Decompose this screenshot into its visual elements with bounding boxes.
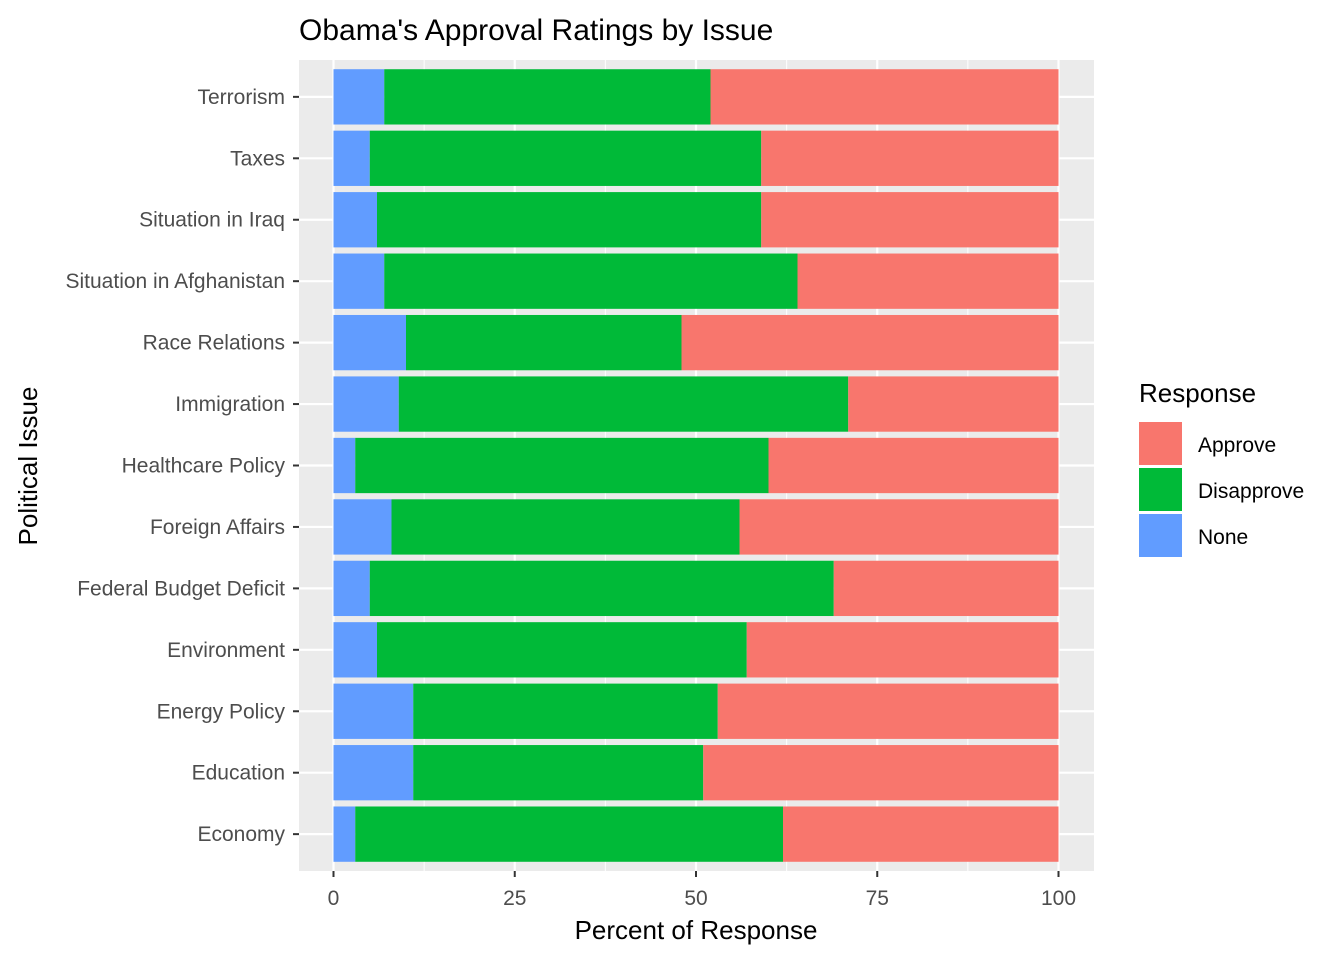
y-tick-label: Foreign Affairs <box>150 516 285 539</box>
x-tick-label: 100 <box>1041 887 1076 910</box>
bar-education-none <box>334 745 414 800</box>
bar-situation-in-afghanistan-disapprove <box>384 254 797 309</box>
bar-situation-in-afghanistan-none <box>334 254 385 309</box>
bar-environment-approve <box>747 622 1059 677</box>
y-tick-label: Energy Policy <box>157 700 286 723</box>
bar-taxes-approve <box>761 131 1058 186</box>
y-tick-label: Taxes <box>230 147 285 170</box>
bar-terrorism-none <box>334 69 385 124</box>
bar-healthcare-policy-disapprove <box>355 438 768 493</box>
bar-taxes-none <box>334 131 370 186</box>
bar-terrorism-disapprove <box>384 69 710 124</box>
bar-energy-policy-approve <box>718 684 1059 739</box>
y-tick-label: Federal Budget Deficit <box>77 577 285 600</box>
bar-immigration-none <box>334 376 399 431</box>
bar-race-relations-disapprove <box>406 315 682 370</box>
x-tick-label: 25 <box>503 887 526 910</box>
y-tick-label: Education <box>192 762 285 785</box>
y-tick-label: Situation in Iraq <box>139 209 285 232</box>
legend-label-approve: Approve <box>1198 434 1276 457</box>
bar-environment-none <box>334 622 378 677</box>
bar-immigration-approve <box>848 376 1058 431</box>
bar-federal-budget-deficit-none <box>334 561 370 616</box>
bar-healthcare-policy-approve <box>769 438 1059 493</box>
bar-foreign-affairs-approve <box>740 499 1059 554</box>
bar-education-approve <box>703 745 1058 800</box>
bar-taxes-disapprove <box>370 131 762 186</box>
bar-healthcare-policy-none <box>334 438 356 493</box>
bar-race-relations-approve <box>682 315 1059 370</box>
bar-energy-policy-none <box>334 684 414 739</box>
bar-energy-policy-disapprove <box>413 684 718 739</box>
bar-situation-in-afghanistan-approve <box>798 254 1059 309</box>
y-tick-label: Immigration <box>175 393 285 416</box>
bar-situation-in-iraq-approve <box>761 192 1058 247</box>
y-tick-label: Economy <box>197 823 285 846</box>
bar-terrorism-approve <box>711 69 1059 124</box>
x-axis-title: Percent of Response <box>575 915 818 945</box>
bar-economy-approve <box>783 806 1059 861</box>
bar-federal-budget-deficit-approve <box>834 561 1059 616</box>
y-tick-label: Race Relations <box>143 332 285 355</box>
bar-immigration-disapprove <box>399 376 849 431</box>
x-tick-label: 50 <box>684 887 707 910</box>
legend-swatch-approve <box>1139 422 1182 465</box>
chart-title: Obama's Approval Ratings by Issue <box>299 14 773 47</box>
y-tick-label: Terrorism <box>198 86 286 109</box>
x-tick-label: 0 <box>328 887 340 910</box>
bar-economy-disapprove <box>355 806 783 861</box>
legend-label-none: None <box>1198 526 1248 549</box>
bar-situation-in-iraq-disapprove <box>377 192 761 247</box>
bar-situation-in-iraq-none <box>334 192 378 247</box>
y-tick-label: Healthcare Policy <box>122 455 286 478</box>
y-tick-label: Situation in Afghanistan <box>66 270 286 293</box>
y-tick-label: Environment <box>167 639 285 662</box>
bar-race-relations-none <box>334 315 407 370</box>
bar-foreign-affairs-none <box>334 499 392 554</box>
y-axis-title: Political Issue <box>13 387 43 546</box>
legend-label-disapprove: Disapprove <box>1198 480 1304 503</box>
x-tick-label: 75 <box>866 887 889 910</box>
legend-title: Response <box>1139 378 1256 408</box>
legend-swatch-disapprove <box>1139 468 1182 511</box>
bar-federal-budget-deficit-disapprove <box>370 561 834 616</box>
bar-economy-none <box>334 806 356 861</box>
legend-swatch-none <box>1139 514 1182 557</box>
bar-environment-disapprove <box>377 622 747 677</box>
bar-foreign-affairs-disapprove <box>392 499 740 554</box>
bar-education-disapprove <box>413 745 703 800</box>
